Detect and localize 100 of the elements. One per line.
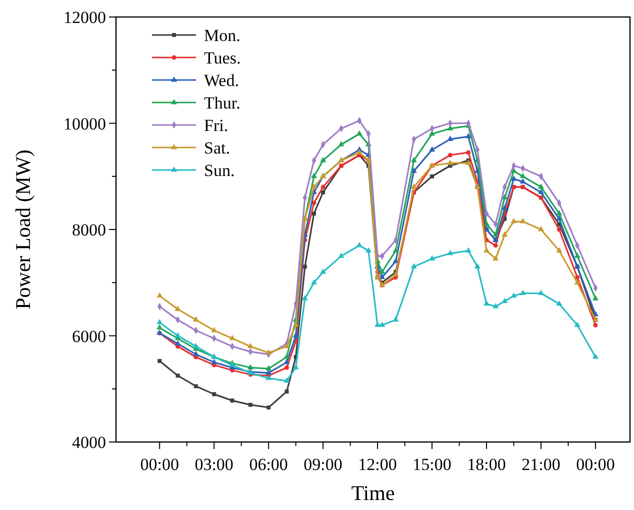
x-tick-label: 18:00 (467, 455, 506, 474)
point (158, 358, 162, 363)
point (510, 292, 517, 298)
x-tick-label: 00:00 (140, 455, 179, 474)
point (356, 242, 362, 248)
y-tick-label: 10000 (64, 114, 106, 134)
x-tick-label: 06:00 (249, 455, 288, 474)
point (520, 178, 526, 184)
legend-label: Thur. (204, 94, 240, 112)
point (338, 140, 344, 146)
point (447, 160, 454, 165)
point (292, 332, 299, 338)
x-axis-title: Time (351, 481, 395, 505)
point (410, 183, 417, 189)
point (374, 322, 381, 327)
point (211, 326, 218, 332)
point (592, 295, 599, 300)
point (211, 358, 218, 364)
point (320, 156, 326, 162)
point (392, 247, 399, 253)
point (310, 279, 318, 284)
legend-label: Sat. (204, 138, 230, 158)
point (379, 322, 386, 327)
point (474, 263, 480, 268)
point (229, 334, 236, 340)
x-tick-label: 15:00 (412, 455, 452, 474)
point (302, 295, 308, 300)
point (483, 300, 490, 306)
y-axis-title: Power Load (MW) (11, 150, 35, 310)
point (520, 218, 526, 224)
point (310, 172, 318, 178)
point (392, 316, 399, 322)
point (320, 184, 326, 190)
legend-label: Tues. (204, 48, 241, 68)
point (176, 374, 180, 378)
point (502, 231, 508, 237)
legend-label: Mon. (204, 26, 240, 45)
point (212, 392, 216, 396)
point (284, 353, 290, 359)
point (428, 146, 436, 152)
point (447, 136, 454, 141)
point (430, 174, 434, 178)
point (510, 218, 517, 224)
point (392, 271, 399, 276)
point (493, 243, 498, 248)
point (321, 190, 326, 194)
point (174, 332, 181, 338)
point (365, 247, 372, 253)
point (379, 268, 386, 274)
legend-label: Wed. (204, 71, 239, 90)
x-tick-label: 21:00 (522, 455, 560, 474)
point (593, 322, 598, 328)
point (410, 156, 417, 162)
point (266, 405, 271, 410)
point (192, 342, 199, 348)
point (574, 279, 580, 284)
point (266, 349, 272, 355)
x-tick-label: 12:00 (358, 455, 397, 474)
point (556, 300, 562, 306)
point (320, 268, 326, 274)
point (338, 252, 344, 258)
point (538, 183, 544, 189)
legend-label: Fri. (204, 116, 228, 135)
point (292, 364, 299, 370)
point (266, 374, 272, 380)
point (156, 318, 163, 324)
point (284, 390, 289, 394)
point (284, 358, 290, 364)
point (194, 384, 198, 388)
point (266, 365, 272, 370)
point (428, 255, 436, 260)
point (520, 290, 526, 296)
point (174, 306, 181, 311)
point (510, 176, 517, 181)
point (248, 402, 252, 407)
point (447, 125, 454, 130)
point (492, 255, 499, 260)
point (466, 150, 471, 155)
point (492, 231, 499, 237)
point (156, 292, 163, 298)
point (556, 247, 562, 253)
point (575, 275, 580, 280)
point (520, 172, 526, 178)
point (492, 303, 499, 308)
legend-label: Sun. (204, 161, 235, 180)
point (483, 220, 490, 226)
x-tick-label: 09:00 (304, 455, 342, 474)
point (230, 398, 234, 403)
point (592, 353, 599, 359)
point (174, 340, 181, 346)
y-tick-label: 12000 (64, 8, 106, 27)
point (483, 247, 490, 253)
point (284, 342, 290, 348)
point (538, 290, 544, 296)
point (465, 247, 472, 253)
point (556, 227, 562, 232)
point (465, 133, 472, 138)
point (448, 152, 452, 158)
point (538, 226, 544, 232)
point (292, 322, 299, 327)
